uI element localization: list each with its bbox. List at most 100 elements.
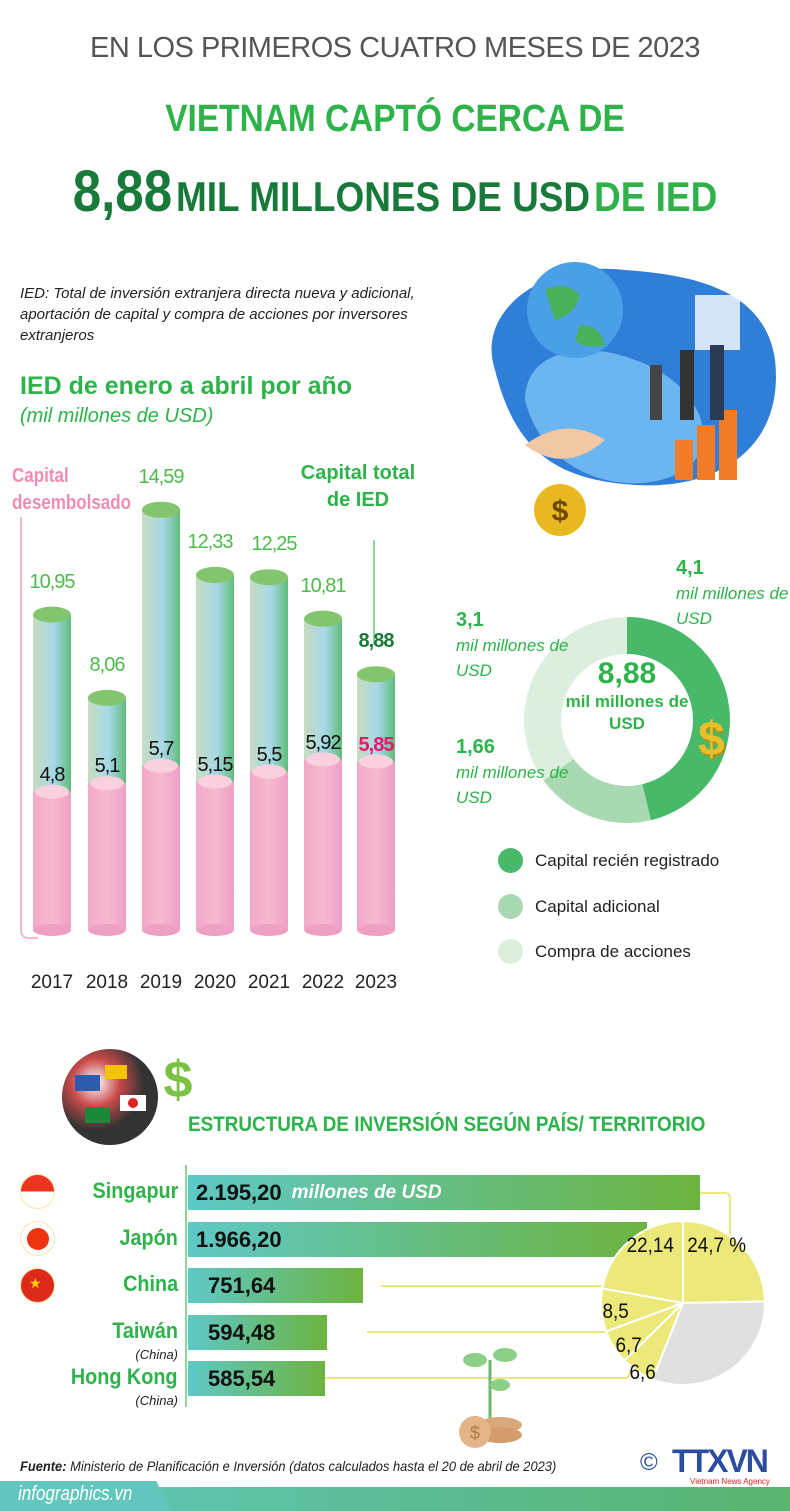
year-label-2023: 2023 <box>354 972 398 993</box>
total-leader-line <box>373 540 375 644</box>
bar-disbursed-top-2017 <box>35 784 69 799</box>
globe-icon <box>527 262 623 358</box>
pie-slice-otros <box>651 1300 766 1386</box>
donut-label-new: 4,1 mil millones de USD <box>676 557 789 628</box>
source-note: Fuente: Ministerio de Planificación e In… <box>20 1458 557 1474</box>
svg-text:$: $ <box>552 495 569 528</box>
country-sub-3: (China) <box>135 1347 178 1362</box>
bar-disbursed-top-2021 <box>252 764 286 779</box>
japan-flag-icon <box>20 1221 55 1256</box>
pie-label-4: 8,5 <box>602 1300 629 1323</box>
donut-slice-0 <box>627 617 731 821</box>
year-label-2017: 2017 <box>30 972 74 993</box>
bar-total-top-2020 <box>196 566 234 583</box>
bar-disbursed-top-2019 <box>144 758 178 773</box>
country-bar-1: 1.966,20 <box>188 1222 647 1257</box>
bar-disbursed-top-2023 <box>359 754 393 769</box>
bar-base-2020 <box>196 924 234 936</box>
header-line1: EN LOS PRIMEROS CUATRO MESES DE 2023 <box>90 32 700 64</box>
disbursed-label-2019: 5,7 <box>148 737 175 760</box>
pie-slice-singapur <box>682 1220 767 1305</box>
bar-chart-title: IED de enero a abril por año <box>20 372 353 400</box>
total-label-2018: 8,06 <box>89 653 126 676</box>
country-name-0: Singapur <box>92 1178 178 1203</box>
unit-label: millones de USD <box>291 1181 442 1203</box>
bar-base-2021 <box>250 924 288 936</box>
country-bar-2: 751,64 <box>188 1268 364 1303</box>
bar-total-top-2017 <box>33 606 71 623</box>
donut-center: 8,88 mil millones de USD <box>560 657 694 735</box>
money-bag-icon: $ <box>534 484 586 536</box>
total-label-2017: 10,95 <box>29 570 75 593</box>
country-section-title: ESTRUCTURA DE INVERSIÓN SEGÚN PAÍS/ TERR… <box>188 1113 706 1136</box>
pie-label-2: 6,6 <box>629 1361 656 1384</box>
leader-line-0 <box>700 1192 731 1240</box>
bar-base-2019 <box>142 924 180 936</box>
bar-total-top-2019 <box>142 501 180 518</box>
disbursed-label-2020: 5,15 <box>197 753 234 776</box>
donut-center-unit: mil millones de USD <box>565 692 689 733</box>
year-label-2019: 2019 <box>139 972 183 993</box>
total-label-2019: 14,59 <box>138 465 184 488</box>
china-flag-icon: ★ <box>20 1268 55 1303</box>
bar-disbursed-2019 <box>142 765 180 930</box>
donut-label-additional: 1,66 mil millones de USD <box>456 736 569 807</box>
footer-tab <box>0 1481 170 1511</box>
headline-value: 8,88 <box>72 159 173 224</box>
pie-label-0: 24,7 % <box>687 1234 747 1257</box>
bar-base-2022 <box>304 924 342 936</box>
svg-text:$: $ <box>470 1423 480 1443</box>
bar-total-top-2021 <box>250 569 288 586</box>
country-value: 585,54 <box>208 1365 276 1391</box>
pie-slice-japón <box>601 1220 684 1305</box>
headline-unit: MIL MILLONES DE USD <box>176 173 591 220</box>
disbursed-label-2021: 5,5 <box>256 743 283 766</box>
pie-label-3: 6,7 <box>615 1334 642 1357</box>
country-bar-3: 594,48 <box>188 1315 327 1350</box>
legend-item-additional: Capital adicional <box>498 894 660 919</box>
plant-coins-icon: $ <box>459 1348 522 1448</box>
country-name-2: China <box>122 1271 178 1296</box>
country-name-1: Japón <box>119 1225 178 1250</box>
country-value: 594,48 <box>208 1319 276 1345</box>
disbursed-label-2018: 5,1 <box>94 755 121 778</box>
year-label-2018: 2018 <box>85 972 129 993</box>
country-value: 1.966,20 <box>196 1226 282 1252</box>
donut-slice-2 <box>524 617 627 781</box>
country-value: 2.195,20 <box>196 1179 282 1205</box>
country-value: 751,64 <box>208 1272 276 1298</box>
total-label-2022: 10,81 <box>300 574 346 597</box>
bar-disbursed-top-2020 <box>198 774 232 789</box>
bar-chart-subtitle: (mil millones de USD) <box>20 405 214 427</box>
legend-item-shares: Compra de acciones <box>498 939 691 964</box>
ttxvn-logo-sub: Vietnam News Agency <box>690 1477 770 1486</box>
header-line2: VIETNAM CAPTÓ CERCA DE <box>165 98 625 140</box>
year-label-2022: 2022 <box>301 972 345 993</box>
country-share-pie <box>600 1220 767 1386</box>
legend-item-new: Capital recién registrado <box>498 848 719 873</box>
disbursed-label-2023: 5,85 <box>358 733 395 756</box>
bar-total-top-2022 <box>304 610 342 627</box>
bar-disbursed-2022 <box>304 759 342 930</box>
disbursed-label-2017: 4,8 <box>39 763 66 786</box>
fdi-composition-donut <box>524 617 731 823</box>
country-axis <box>185 1165 187 1407</box>
site-link[interactable]: infographics.vn <box>18 1483 133 1505</box>
year-label-2021: 2021 <box>247 972 291 993</box>
svg-text:$: $ <box>164 1051 193 1109</box>
bar-disbursed-2020 <box>196 781 234 930</box>
bar-disbursed-top-2018 <box>90 776 124 791</box>
total-label-2023: 8,88 <box>358 630 395 653</box>
country-name-3: Taiwán <box>112 1318 178 1343</box>
headline-suffix: DE IED <box>594 173 718 220</box>
bar-total-top-2018 <box>88 689 126 706</box>
pie-label-5: 22,14 <box>626 1234 674 1257</box>
bar-disbursed-top-2022 <box>306 752 340 767</box>
bar-base-2017 <box>33 924 71 936</box>
world-flags-globe-icon: $ <box>62 1049 193 1145</box>
yearly-fdi-bar-chart <box>33 501 395 936</box>
definition-note: IED: Total de inversión extranjera direc… <box>20 285 415 344</box>
total-label-2020: 12,33 <box>187 530 233 553</box>
copyright-icon: © <box>640 1449 658 1476</box>
disbursed-label-2022: 5,92 <box>305 731 342 754</box>
